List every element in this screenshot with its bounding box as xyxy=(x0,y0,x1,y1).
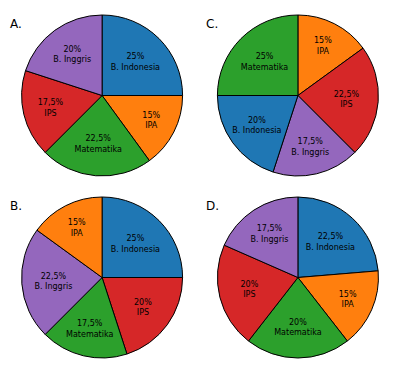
svg-text:20%IPS: 20%IPS xyxy=(134,298,152,317)
svg-text:20%Matematika: 20%Matematika xyxy=(274,318,321,337)
svg-text:15%IPA: 15%IPA xyxy=(142,111,160,130)
svg-text:17,5%Matematika: 17,5%Matematika xyxy=(66,319,113,338)
svg-text:22,5%B. Inggris: 22,5%B. Inggris xyxy=(35,272,73,291)
svg-text:20%IPS: 20%IPS xyxy=(240,280,258,299)
svg-text:25%B. Indonesia: 25%B. Indonesia xyxy=(111,234,160,253)
svg-text:15%IPA: 15%IPA xyxy=(339,290,357,309)
svg-text:17,5%B. Inggris: 17,5%B. Inggris xyxy=(291,137,329,156)
svg-text:A.: A. xyxy=(10,17,22,31)
svg-text:20%B. Inggris: 20%B. Inggris xyxy=(53,45,91,64)
svg-text:17,5%B. Inggris: 17,5%B. Inggris xyxy=(251,224,289,243)
svg-text:17,5%IPS: 17,5%IPS xyxy=(38,98,64,117)
svg-text:25%Matematika: 25%Matematika xyxy=(241,52,288,71)
svg-text:B.: B. xyxy=(10,199,22,213)
svg-text:15%IPA: 15%IPA xyxy=(314,36,332,55)
svg-text:22,5%Matematika: 22,5%Matematika xyxy=(75,134,122,153)
svg-text:22,5%IPS: 22,5%IPS xyxy=(334,90,360,109)
svg-text:20%B. Indonesia: 20%B. Indonesia xyxy=(232,116,281,135)
svg-text:15%IPA: 15%IPA xyxy=(68,218,86,237)
svg-text:22,5%B. Indonesia: 22,5%B. Indonesia xyxy=(306,232,355,251)
svg-text:C.: C. xyxy=(206,17,218,31)
svg-text:D.: D. xyxy=(206,199,219,213)
svg-text:25%B. Indonesia: 25%B. Indonesia xyxy=(111,52,160,71)
